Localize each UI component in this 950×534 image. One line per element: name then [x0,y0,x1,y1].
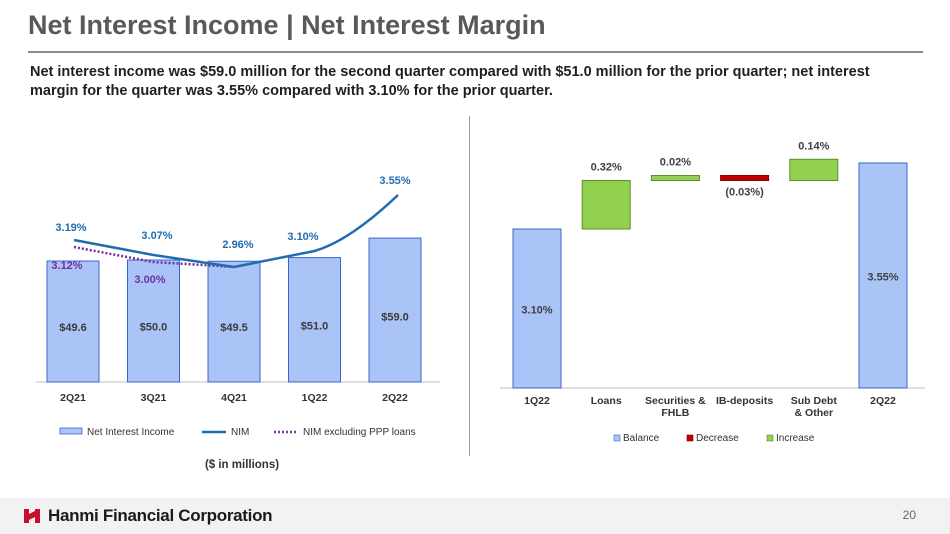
ppp-nim-line [73,245,235,269]
waterfall-legend-swatch [686,434,694,442]
nim-data-label: 3.19% [55,222,86,234]
legend-label-nim: NIM [231,427,249,438]
waterfall-data-label: (0.03%) [725,187,764,199]
waterfall-data-label: 0.32% [591,162,622,174]
waterfall-legend-label: Balance [623,433,660,444]
nii-bar [207,260,261,383]
waterfall-legend-swatch [613,434,621,442]
page-subtitle: Net interest income was $59.0 million fo… [30,64,870,99]
waterfall-data-label: 0.14% [798,140,829,152]
nii-bar-label: $50.0 [140,322,168,334]
waterfall-bar [650,175,700,181]
nim-data-label: 3.55% [379,175,410,187]
waterfall-bar [581,180,631,230]
waterfall-bar [858,162,908,389]
company-logo: Hanmi Financial Corporation [22,503,273,529]
ppp-nim-data-label: 3.12% [51,260,82,272]
waterfall-bar [789,158,839,181]
page-title: Net Interest Income | Net Interest Margi… [28,10,546,40]
nii-bar-label: $51.0 [301,321,329,333]
waterfall-x-tick-label: Loans [591,395,622,407]
nii-bar-label: $49.6 [59,322,87,334]
waterfall-data-label: 3.55% [867,272,898,284]
nii-nim-chart: $49.6 $50.0 $49.5 $51.0 $59.0 2Q21 3Q21 4Q21 1Q2… [36,175,440,471]
waterfall-data-label: 0.02% [660,157,691,169]
nim-waterfall-chart: 3.10% 0.32% 0.02% (0.03%) 0.14% 3.55% 1Q22 Loan… [500,140,925,444]
nii-bar [368,237,422,383]
nii-x-tick-label: 2Q22 [382,392,408,404]
waterfall-bar [720,175,770,181]
nii-bar-label: $49.5 [220,322,248,334]
waterfall-x-tick-label: 2Q22 [870,395,896,407]
legend-swatch-nii [59,427,83,435]
nii-x-tick-label: 1Q22 [302,392,328,404]
nii-bar [288,257,341,383]
waterfall-x-tick-label: FHLB [661,407,689,419]
legend-label-ppp: NIM excluding PPP loans [303,427,416,438]
title-divider [28,51,923,53]
company-name: Hanmi Financial Corporation [48,506,273,525]
waterfall-x-tick-label: IB-deposits [716,395,773,407]
nim-line [73,194,399,269]
nii-x-tick-label: 3Q21 [141,392,167,404]
nii-bar [46,260,100,383]
nii-x-tick-label: 4Q21 [221,392,247,404]
nim-data-label: 3.07% [141,230,172,242]
chart-divider [469,116,470,456]
waterfall-data-label: 3.10% [521,305,552,317]
hanmi-logo-icon [24,509,40,523]
waterfall-x-tick-label: 1Q22 [524,395,550,407]
ppp-nim-data-label: 3.00% [134,274,165,286]
nim-data-label: 2.96% [222,239,253,251]
legend-label-nii: Net Interest Income [87,427,175,438]
footer-bar [0,498,950,534]
waterfall-legend-swatch [766,434,774,442]
nii-bar [127,259,180,383]
waterfall-x-tick-label: & Other [795,407,834,419]
waterfall-x-tick-label: Securities & [645,395,706,407]
nii-bar-label: $59.0 [381,311,409,323]
page-number: 20 [902,508,916,522]
waterfall-bar [512,228,562,389]
nii-x-tick-label: 2Q21 [60,392,86,404]
waterfall-x-tick-label: Sub Debt [791,395,838,407]
nim-data-label: 3.10% [287,231,318,243]
chart-unit-note: ($ in millions) [205,459,279,471]
waterfall-legend-label: Decrease [696,433,739,444]
waterfall-legend-label: Increase [776,433,815,444]
